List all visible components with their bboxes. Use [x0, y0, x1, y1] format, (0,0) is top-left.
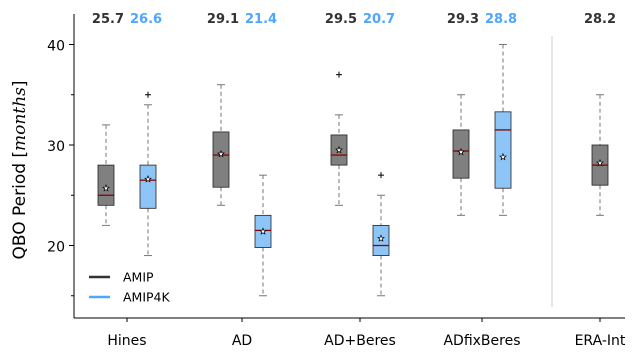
mean-label-amip-hines: 25.7 — [92, 12, 124, 27]
iqr-box-amip4k-hines — [139, 164, 157, 209]
box-amip4k-ad-beres — [372, 172, 390, 297]
box-amip-adfixberes — [452, 94, 470, 216]
mean-marker-amip-hines — [102, 184, 110, 192]
y-tick-label-20: 20 — [47, 240, 65, 256]
box-amip4k-ad — [254, 174, 272, 297]
box-amip-hines — [97, 124, 115, 226]
y-tick-label-30: 30 — [47, 139, 65, 155]
mean-label-amip-adfixberes: 29.3 — [447, 12, 479, 27]
legend-label-amip4k: AMIP4K — [123, 290, 171, 305]
legend-label-amip: AMIP — [123, 270, 154, 285]
y-axis-label-open-bracket: [ — [10, 151, 30, 163]
mean-marker-amip-ad — [217, 149, 225, 158]
mean-label-amip-era-int: 28.2 — [584, 12, 616, 27]
mean-label-amip4k-adfixberes: 28.8 — [485, 12, 517, 27]
mean-marker-amip-adfixberes — [457, 147, 465, 156]
y-axis-label-text: QBO Period [months] — [10, 80, 30, 259]
outlier-amip-ad-beres-0 — [336, 71, 342, 78]
outlier-amip4k-hines-0 — [145, 91, 151, 98]
x-tick-label-era-int: ERA-Int — [575, 333, 626, 349]
y-tick-label-40: 40 — [47, 39, 65, 55]
mean-marker-amip4k-ad — [259, 227, 267, 235]
x-tick-label-hines: Hines — [107, 333, 146, 349]
mean-label-amip-ad: 29.1 — [207, 12, 239, 27]
iqr-box-amip4k-ad-beres — [372, 224, 390, 256]
mean-marker-amip-era-int — [596, 158, 604, 167]
y-axis-label-unit: months — [10, 87, 30, 151]
mean-label-amip-ad-beres: 29.5 — [325, 12, 357, 27]
box-amip4k-adfixberes — [494, 44, 512, 216]
iqr-box-amip-ad — [212, 131, 230, 188]
y-axis-label: QBO Period [months] — [10, 80, 30, 259]
mean-marker-amip4k-ad-beres — [377, 234, 385, 242]
x-tick-label-ad: AD — [232, 333, 252, 349]
mean-label-amip4k-ad-beres: 20.7 — [363, 12, 395, 27]
mean-marker-amip4k-adfixberes — [499, 152, 507, 161]
box-amip-ad-beres — [330, 71, 348, 206]
iqr-box-amip-adfixberes — [452, 129, 470, 179]
box-amip4k-hines — [139, 91, 157, 257]
y-axis-label-close-bracket: ] — [10, 80, 30, 87]
outlier-amip4k-ad-beres-0 — [378, 172, 384, 179]
box-amip-era-int — [591, 94, 609, 216]
box-amip-ad — [212, 84, 230, 206]
y-axis-label-main: QBO Period — [10, 163, 30, 260]
mean-marker-amip-ad-beres — [335, 145, 343, 154]
x-tick-label-ad-beres: AD+Beres — [324, 333, 396, 349]
iqr-box-amip4k-adfixberes — [494, 111, 512, 189]
x-tick-label-adfixberes: ADfixBeres — [443, 333, 520, 349]
mean-label-amip4k-ad: 21.4 — [245, 12, 277, 27]
mean-marker-amip4k-hines — [144, 175, 152, 183]
mean-label-amip4k-hines: 26.6 — [130, 12, 162, 27]
